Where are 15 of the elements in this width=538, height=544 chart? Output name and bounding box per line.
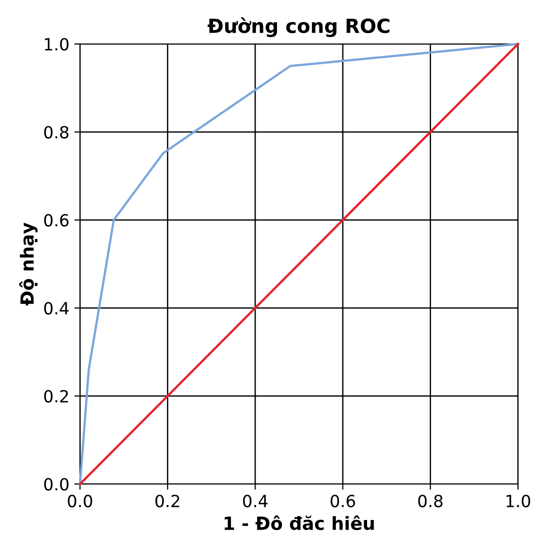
chart-title: Đường cong ROC	[208, 17, 390, 38]
x-tick-label: 1.0	[506, 494, 530, 508]
y-tick-label: 0.4	[44, 302, 69, 315]
y-tick-label: 0.8	[44, 126, 68, 139]
x-axis-title: 1 - Đô đăc hiêu	[224, 515, 374, 530]
x-tick-label: 0.0	[68, 494, 92, 508]
x-tick-label: 0.2	[155, 494, 180, 508]
x-tick-label: 0.8	[418, 494, 443, 508]
y-axis-title: Độ nhạy	[19, 222, 38, 306]
y-tick-label: 0.2	[44, 390, 68, 403]
y-tick-label: 0.6	[44, 214, 69, 227]
x-tick-label: 0.6	[330, 494, 356, 508]
y-tick-label: 0.0	[44, 478, 68, 491]
x-tick-label: 0.4	[243, 494, 268, 508]
y-tick-label: 1.0	[44, 38, 68, 51]
